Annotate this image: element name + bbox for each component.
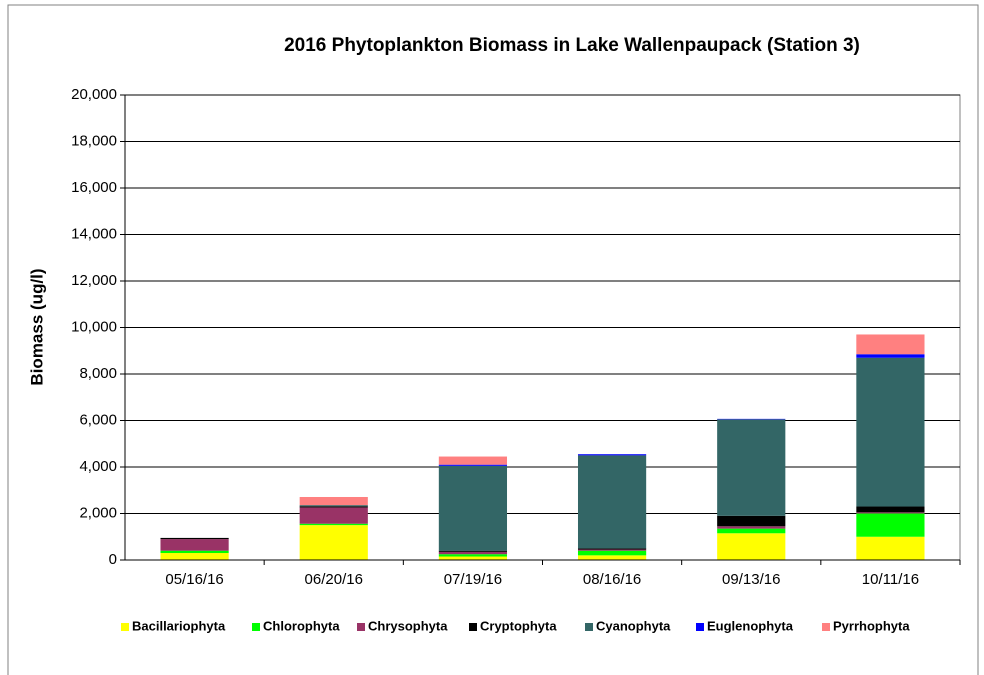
bar-segment: [856, 334, 925, 355]
legend-swatch: [696, 623, 704, 631]
y-tick-label: 16,000: [71, 179, 117, 196]
bar-segment: [438, 556, 508, 560]
bar-segment: [438, 456, 508, 465]
legend-label: Cryptophyta: [480, 618, 557, 633]
legend-label: Bacillariophyta: [132, 618, 226, 633]
bar-segment: [438, 551, 508, 555]
legend-swatch: [822, 623, 830, 631]
bar-segment: [438, 464, 508, 466]
y-tick-label: 8,000: [79, 365, 117, 382]
bar-segment: [577, 455, 647, 549]
x-tick-label: 06/20/16: [305, 571, 363, 588]
bar-segment: [717, 419, 786, 516]
bar-segment: [856, 506, 925, 513]
bar-segment: [856, 536, 925, 560]
y-tick-label: 10,000: [71, 318, 117, 335]
bar-segment: [856, 357, 925, 507]
legend-swatch: [469, 623, 477, 631]
legend-swatch: [585, 623, 593, 631]
legend-label: Euglenophyta: [707, 618, 794, 633]
bar-segment: [717, 526, 786, 529]
bar-segment: [299, 525, 368, 560]
x-tick-label: 09/13/16: [722, 571, 780, 588]
y-tick-label: 12,000: [71, 272, 117, 289]
bar-segment: [856, 354, 925, 358]
legend-label: Chrysophyta: [368, 618, 448, 633]
y-tick-label: 2,000: [79, 504, 117, 521]
x-tick-label: 10/11/16: [862, 571, 919, 588]
bar-segment: [577, 548, 647, 550]
bar-segment: [160, 550, 229, 554]
x-tick-label: 07/19/16: [444, 571, 502, 588]
chart-frame: [7, 4, 979, 675]
bar-segment: [577, 454, 647, 456]
bar-segment: [438, 465, 508, 551]
y-axis-label: Biomass (ug/l): [27, 268, 46, 385]
bar-segment: [160, 539, 229, 551]
bar-segment: [438, 554, 508, 557]
bar-segment: [856, 512, 925, 514]
y-tick-label: 20,000: [71, 86, 117, 103]
x-tick-label: 08/16/16: [583, 571, 641, 588]
y-tick-label: 18,000: [71, 132, 117, 149]
legend-swatch: [357, 623, 365, 631]
legend-label: Pyrrhophyta: [833, 618, 910, 633]
bar-segment: [299, 507, 368, 524]
bar-segment: [717, 533, 786, 560]
x-tick-label: 05/16/16: [165, 571, 223, 588]
bar-segment: [438, 550, 508, 552]
bar-segment: [577, 555, 647, 560]
y-tick-label: 14,000: [71, 225, 117, 242]
bar-segment: [160, 537, 229, 540]
bar-segment: [299, 523, 368, 526]
bar-segment: [299, 505, 368, 507]
y-tick-label: 0: [109, 551, 117, 568]
legend-swatch: [121, 623, 129, 631]
legend-label: Cyanophyta: [596, 618, 671, 633]
bar-segment: [717, 515, 786, 527]
bar-segment: [299, 496, 368, 506]
bar-segment: [577, 549, 647, 551]
bar-segment: [577, 550, 647, 556]
bar-segment: [299, 506, 368, 508]
y-tick-label: 4,000: [79, 458, 117, 475]
bar-segment: [717, 528, 786, 534]
legend-label: Chlorophyta: [263, 618, 340, 633]
bar-segment: [160, 553, 229, 560]
legend-swatch: [252, 623, 260, 631]
y-tick-label: 6,000: [79, 411, 117, 428]
chart-title: 2016 Phytoplankton Biomass in Lake Walle…: [284, 35, 860, 56]
bar-segment: [856, 513, 925, 537]
